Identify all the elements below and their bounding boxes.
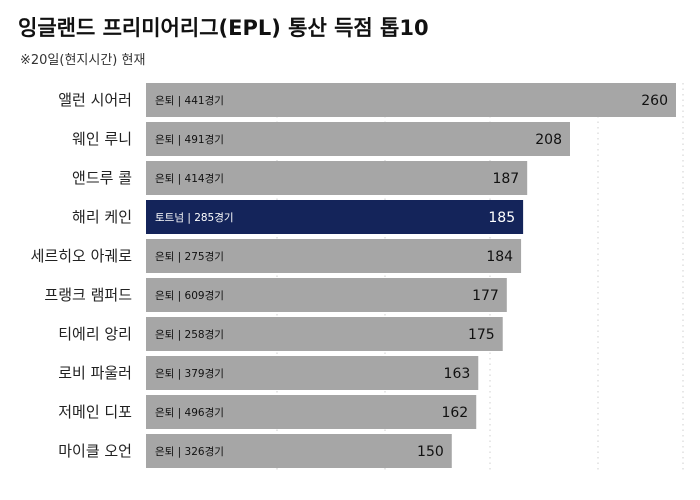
bar [146,434,452,468]
category-label: 해리 케인 [72,208,132,226]
bar-note: 은퇴 | 496경기 [155,406,224,419]
bar-note: 토트넘 | 285경기 [155,211,234,224]
category-label: 앤드루 콜 [72,169,132,187]
bar [146,161,528,195]
bar [146,356,479,390]
category-label: 프랭크 램퍼드 [44,286,132,304]
bar-value: 260 [641,93,668,109]
bar-note: 은퇴 | 414경기 [155,172,224,185]
bar [146,200,524,234]
bar-value: 208 [535,132,562,148]
category-label: 로비 파울러 [58,364,132,382]
bar [146,239,522,273]
bar [146,122,570,156]
bar-value: 184 [486,249,513,265]
chart-title: 잉글랜드 프리미어리그(EPL) 통산 득점 톱10 [18,16,429,40]
bar-value: 163 [444,366,471,382]
bar-note: 은퇴 | 326경기 [155,445,224,458]
bar-note: 은퇴 | 609경기 [155,289,224,302]
bar [146,83,676,117]
bar-note: 은퇴 | 491경기 [155,133,224,146]
bar-note: 은퇴 | 379경기 [155,367,224,380]
bar-value: 162 [441,405,468,421]
category-label: 저메인 디포 [58,403,132,421]
bar-value: 185 [488,210,515,226]
category-label: 웨인 루니 [72,130,132,148]
bar-value: 177 [472,288,499,304]
bar [146,278,507,312]
bars: 앨런 시어러 은퇴 | 441경기 260 웨인 루니 은퇴 | 491경기 208 앤드루… [31,83,676,468]
bar-note: 은퇴 | 258경기 [155,328,224,341]
bar-value: 150 [417,444,444,460]
bar [146,317,503,351]
bar [146,395,477,429]
bar-value: 175 [468,327,495,343]
bar-value: 187 [492,171,519,187]
category-label: 마이클 오언 [58,442,132,460]
bar-note: 은퇴 | 275경기 [155,250,224,263]
chart-subtitle: ※20일(현지시간) 현재 [20,53,146,68]
category-label: 세르히오 아궤로 [31,247,133,265]
category-label: 앨런 시어러 [58,91,132,109]
category-label: 티에리 앙리 [58,325,132,343]
bar-note: 은퇴 | 441경기 [155,94,224,107]
